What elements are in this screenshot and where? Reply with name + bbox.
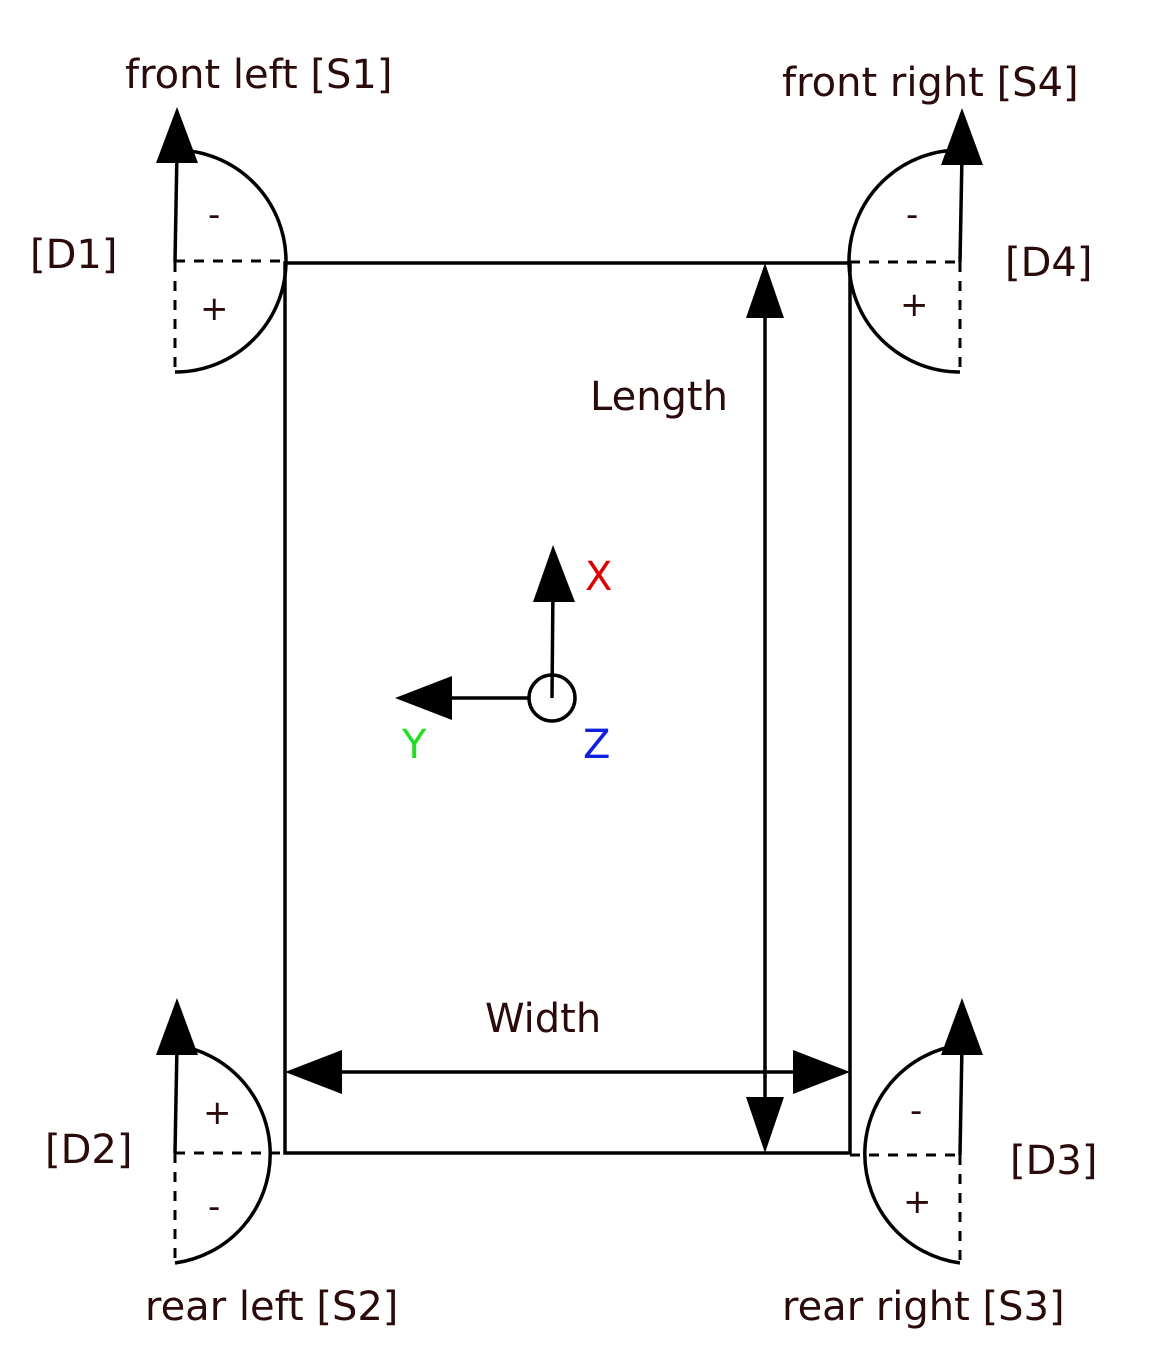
front-left-lower-sign: +: [200, 289, 229, 329]
rear-left-direction-shaft: [173, 1044, 179, 1154]
rear-right-lower-sign: +: [903, 1182, 932, 1222]
front-left-label: front left [S1]: [125, 52, 392, 98]
x-axis-arrowhead: [533, 545, 575, 602]
front-left-steer-label: [D1]: [30, 232, 117, 278]
rear-left-direction-arrowhead: [156, 998, 198, 1055]
rear-right-upper-sign: -: [910, 1091, 922, 1131]
front-left-upper-sign: -: [208, 195, 220, 235]
front-right-wheel: [847, 108, 983, 374]
front-left-direction-arrowhead: [156, 107, 198, 163]
y-axis-arrowhead: [395, 676, 452, 720]
rear-left-steer-label: [D2]: [45, 1127, 132, 1173]
front-right-direction-shaft: [958, 154, 964, 263]
rear-left-lower-sign: -: [208, 1187, 220, 1227]
rear-left-label: rear left [S2]: [145, 1284, 398, 1330]
front-right-steer-label: [D4]: [1005, 240, 1092, 286]
front-left-wheel-arc: [174, 148, 288, 374]
rear-right-wheel-arc: [863, 1043, 961, 1265]
x-axis-label: X: [585, 554, 612, 600]
rear-left-upper-sign: +: [203, 1093, 232, 1133]
width-label: Width: [485, 996, 601, 1042]
width-dimension-arrow: [285, 1050, 850, 1094]
rear-right-direction-shaft: [958, 1044, 964, 1156]
rear-right-steer-label: [D3]: [1010, 1138, 1097, 1184]
front-right-upper-sign: -: [906, 195, 918, 235]
front-left-wheel: [156, 107, 288, 374]
y-axis-label: Y: [401, 722, 427, 768]
rear-right-direction-arrowhead: [941, 998, 983, 1055]
front-left-direction-shaft: [173, 149, 179, 263]
x-axis-shaft: [550, 584, 555, 699]
front-right-label: front right [S4]: [782, 60, 1079, 106]
length-dimension-arrow: [746, 263, 784, 1153]
z-axis-out-of-plane-icon: [527, 673, 577, 723]
rear-left-wheel: [156, 998, 285, 1265]
coordinate-frame: [395, 545, 577, 723]
vehicle-body: [283, 261, 852, 1155]
front-right-direction-arrowhead: [941, 108, 983, 165]
z-axis-label: Z: [583, 722, 610, 768]
rear-right-wheel: [850, 998, 983, 1265]
rear-right-label: rear right [S3]: [782, 1284, 1065, 1330]
length-label: Length: [590, 374, 728, 420]
front-right-wheel-arc: [847, 148, 961, 374]
front-right-lower-sign: +: [900, 285, 929, 325]
